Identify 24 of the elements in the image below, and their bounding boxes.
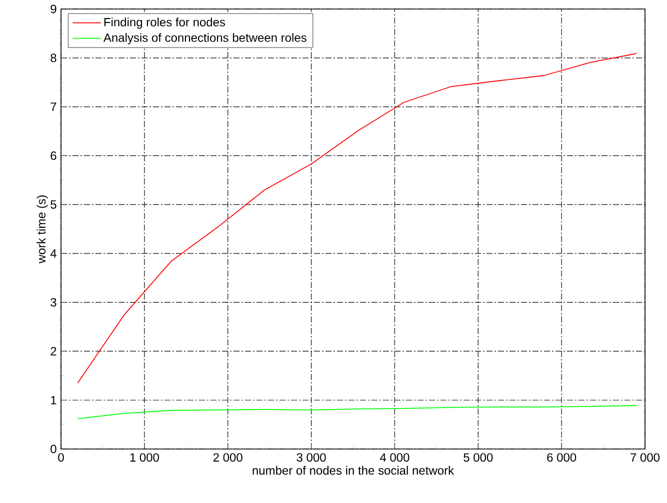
line-series	[77, 405, 638, 420]
y-tick-label: 6	[50, 151, 56, 160]
y-tick-label: 2	[50, 347, 56, 356]
line-series	[77, 53, 638, 384]
x-tick-label: 3 000	[296, 453, 326, 462]
legend-label: Finding roles for nodes	[104, 18, 226, 29]
y-tick-label: 9	[50, 4, 56, 14]
x-tick-label: 2 000	[213, 453, 242, 462]
y-tick-label: 0	[50, 444, 56, 454]
x-axis-title: number of nodes in the social network	[252, 466, 454, 475]
y-tick-label: 4	[50, 249, 56, 258]
y-tick-label: 7	[50, 102, 56, 111]
y-tick-label: 1	[51, 396, 56, 404]
x-tick-label: 6 000	[547, 453, 576, 462]
x-tick-label: 7 000	[630, 453, 660, 462]
x-tick-label: 1 000	[130, 453, 159, 462]
y-tick-label: 8	[50, 54, 56, 62]
y-tick-label: 3	[50, 298, 56, 307]
y-axis-title: work time (s)	[36, 195, 48, 264]
x-tick-label: 4 000	[380, 453, 410, 462]
legend-label: Analysis of connections between roles	[103, 33, 306, 44]
y-tick-label: 5	[50, 200, 56, 209]
x-tick-label: 0	[58, 453, 64, 462]
x-tick-label: 5 000	[464, 453, 493, 462]
